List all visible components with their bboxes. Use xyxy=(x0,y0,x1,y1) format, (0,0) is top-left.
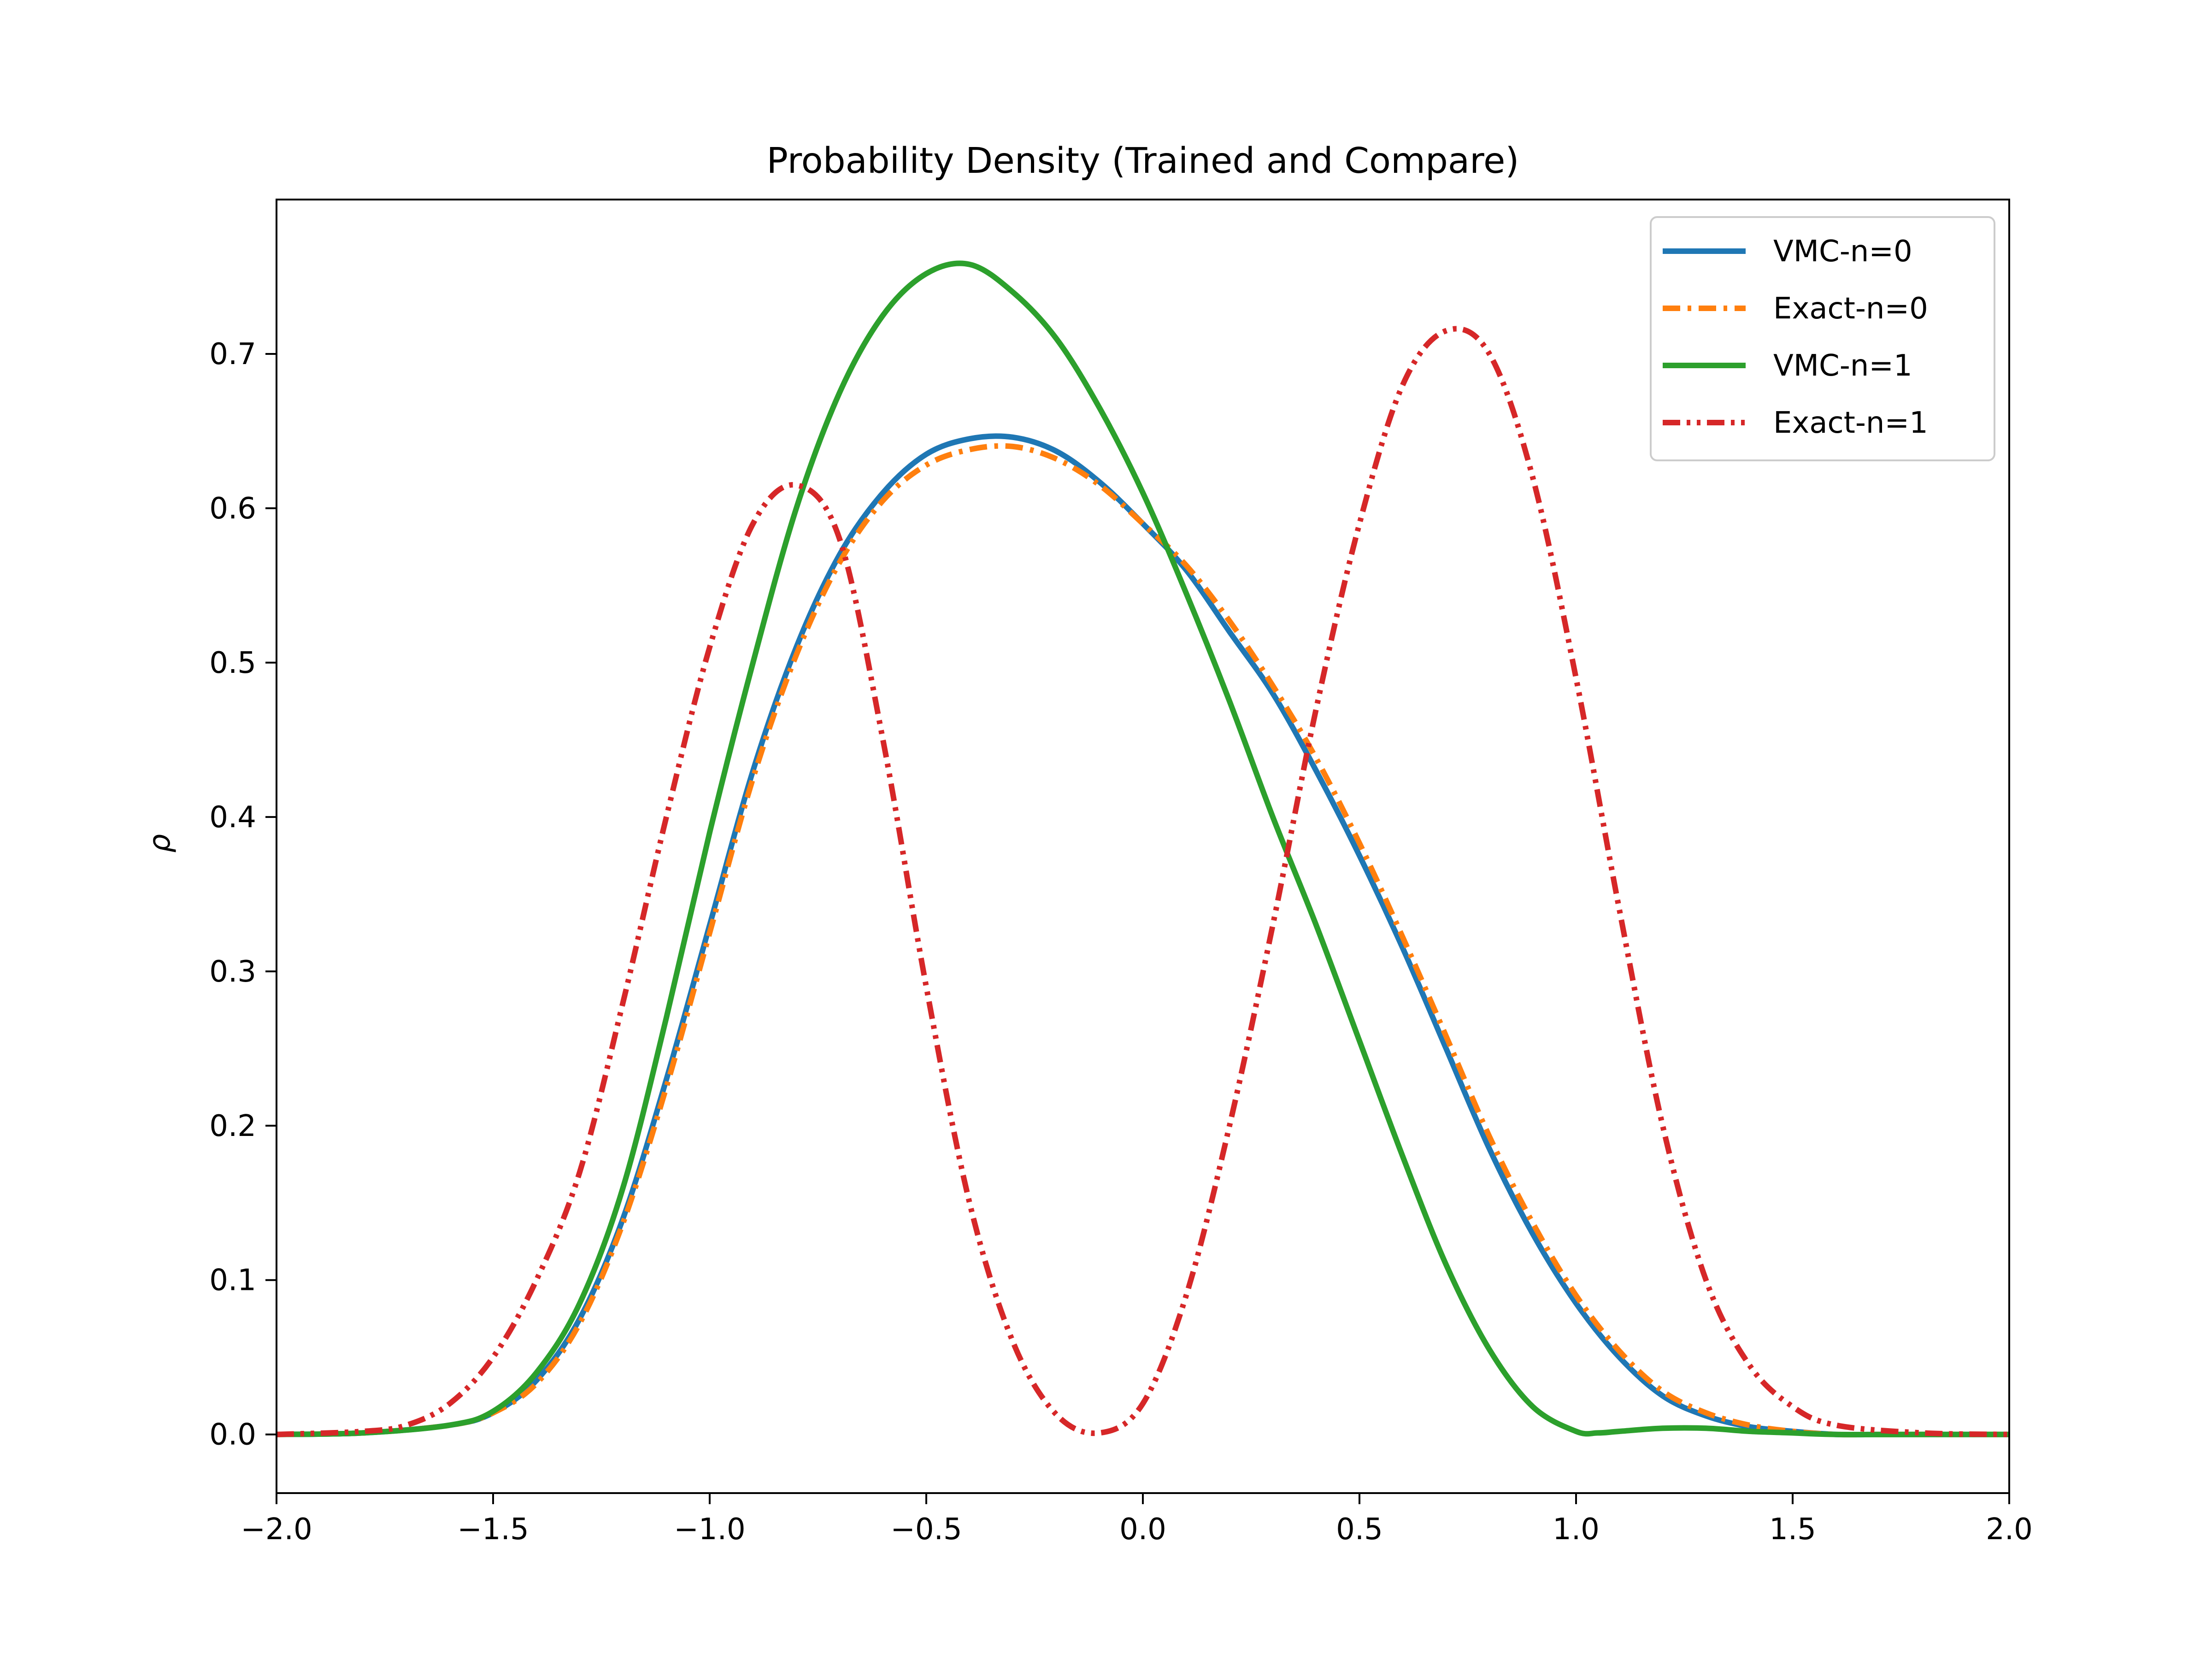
y-tick-label: 0.1 xyxy=(209,1264,256,1298)
x-tick-label: −1.5 xyxy=(457,1512,529,1547)
y-axis-label: ρ xyxy=(143,834,177,853)
y-tick-label: 0.6 xyxy=(209,492,256,526)
chart-title: Probability Density (Trained and Compare… xyxy=(767,141,1519,182)
legend: VMC-n=0 Exact-n=0 VMC-n=1 Exact-n=1 xyxy=(1650,216,1995,461)
y-tick-label: 0.4 xyxy=(209,800,256,835)
x-tick-label: 2.0 xyxy=(1986,1512,2033,1547)
x-tick-label: 0.5 xyxy=(1336,1512,1383,1547)
y-tick-label: 0.2 xyxy=(209,1109,256,1143)
x-tick-label: −1.0 xyxy=(674,1512,745,1547)
y-tick-label: 0.5 xyxy=(209,646,256,680)
x-tick-label: 0.0 xyxy=(1119,1512,1166,1547)
x-tick-label: 1.0 xyxy=(1553,1512,1600,1547)
legend-label-0: VMC-n=0 xyxy=(1773,235,1912,269)
x-axis: −2.0 −1.5 −1.0 −0.5 0.0 0.5 1.0 1.5 2.0 xyxy=(241,1493,2033,1547)
series-line-1 xyxy=(276,443,2009,1438)
legend-frame xyxy=(1650,216,1995,461)
x-tick-label: −0.5 xyxy=(890,1512,962,1547)
legend-label-1: Exact-n=0 xyxy=(1773,292,1928,326)
series-line-2 xyxy=(276,260,2009,1437)
legend-label-3: Exact-n=1 xyxy=(1773,406,1928,440)
y-tick-label: 0.0 xyxy=(209,1418,256,1452)
y-tick-label: 0.7 xyxy=(209,337,256,371)
series-line-3 xyxy=(276,326,2010,1437)
legend-label-2: VMC-n=1 xyxy=(1773,349,1912,383)
x-tick-label: 1.5 xyxy=(1769,1512,1816,1547)
y-tick-label: 0.3 xyxy=(209,955,256,989)
y-axis: 0.0 0.1 0.2 0.3 0.4 0.5 0.6 0.7 xyxy=(209,337,276,1452)
series-layer xyxy=(276,260,2010,1438)
x-tick-label: −2.0 xyxy=(241,1512,312,1547)
